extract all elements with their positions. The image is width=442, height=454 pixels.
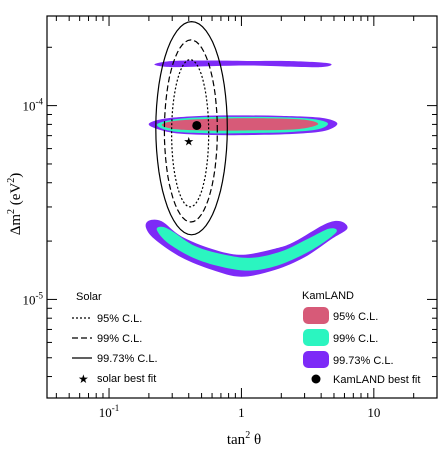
x-tick-label: 10 xyxy=(367,405,380,420)
legend-label-solar-best: solar best fit xyxy=(97,373,156,385)
legend-swatch-9973 xyxy=(303,351,329,368)
legend-label-kam-99: 99% C.L. xyxy=(333,333,378,345)
legend-star-icon: ★ xyxy=(78,372,89,386)
x-tick-label: 1 xyxy=(238,405,245,420)
kamland-best-fit-point xyxy=(192,120,202,130)
solar-contour-99 xyxy=(163,39,218,223)
legend-label-solar-9973: 99.73% C.L. xyxy=(97,353,158,365)
best-fit-markers: ★ xyxy=(183,120,202,149)
legend-label-kam-best: KamLAND best fit xyxy=(333,374,420,386)
solar-contour-9973 xyxy=(155,20,228,236)
x-axis-title: tan2 θ xyxy=(227,430,261,448)
axis-ticks xyxy=(47,16,438,398)
legend-dot-icon xyxy=(311,374,321,384)
kamland-regions xyxy=(145,60,348,277)
kamland-legend: KamLAND 95% C.L. 99% C.L. 99.73% C.L. Ka… xyxy=(302,290,420,386)
solar-best-fit-point: ★ xyxy=(183,135,194,149)
tick-labels: 10-1 1 10 10-5 10-4 xyxy=(23,97,381,420)
solar-contours xyxy=(155,20,228,236)
legend-label-kam-9973: 99.73% C.L. xyxy=(333,355,394,367)
x-tick-label: 10-1 xyxy=(99,403,120,420)
solar-legend-title: Solar xyxy=(76,291,102,303)
kamland-region-9973-0 xyxy=(154,60,332,68)
legend-swatch-95 xyxy=(303,307,329,324)
kamland-legend-title: KamLAND xyxy=(302,290,354,302)
y-tick-label: 10-4 xyxy=(23,97,44,114)
y-axis-title: Δm2 (eV2) xyxy=(6,173,24,236)
y-tick-label: 10-5 xyxy=(23,290,44,307)
kamland-region-9973-2 xyxy=(145,219,348,277)
legend-label-solar-99: 99% C.L. xyxy=(97,333,142,345)
legend-label-kam-95: 95% C.L. xyxy=(333,311,378,323)
legend-label-solar-95: 95% C.L. xyxy=(97,313,142,325)
kamland-region-95-0 xyxy=(161,118,319,131)
kamland-region-99-1 xyxy=(156,226,337,271)
solar-contour-95 xyxy=(170,58,210,208)
solar-legend: Solar 95% C.L. 99% C.L. 99.73% C.L. ★ so… xyxy=(72,291,158,386)
legend-swatch-99 xyxy=(303,329,329,346)
